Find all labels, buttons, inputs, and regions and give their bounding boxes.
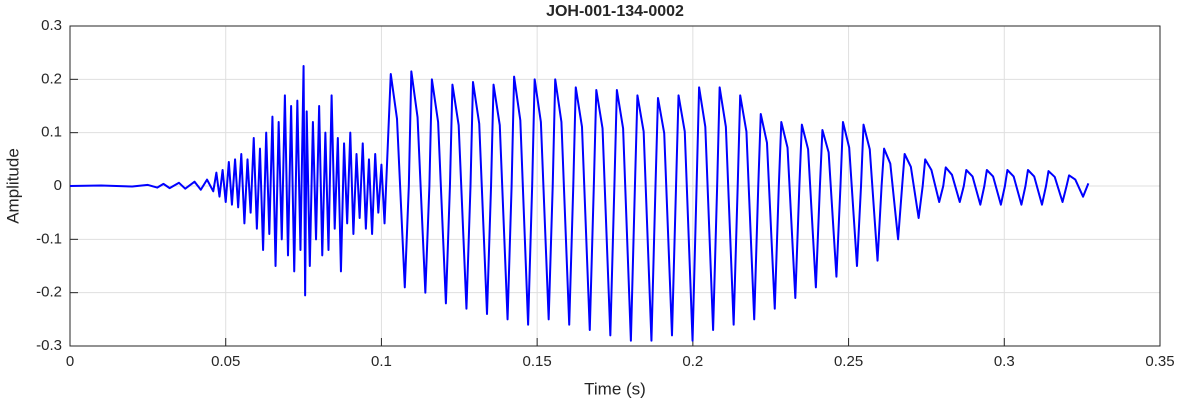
y-tick-label: 0 xyxy=(54,177,62,194)
x-tick-label: 0.1 xyxy=(371,353,392,370)
y-tick-label: -0.1 xyxy=(36,230,62,247)
y-tick-label: -0.2 xyxy=(36,284,62,301)
x-tick-label: 0 xyxy=(66,353,74,370)
y-axis-label: Amplitude xyxy=(3,148,22,224)
x-tick-label: 0.2 xyxy=(682,353,703,370)
waveform-line xyxy=(69,65,1090,342)
x-tick-label: 0.35 xyxy=(1145,353,1174,370)
y-tick-label: -0.3 xyxy=(36,337,62,354)
x-tick-label: 0.3 xyxy=(994,353,1015,370)
y-tick-label: 0.2 xyxy=(41,70,62,87)
x-tick-label: 0.15 xyxy=(523,353,552,370)
x-tick-label: 0.25 xyxy=(834,353,863,370)
x-tick-label: 0.05 xyxy=(211,353,240,370)
x-axis-label: Time (s) xyxy=(584,379,646,398)
y-tick-label: 0.1 xyxy=(41,124,62,141)
y-tick-label: 0.3 xyxy=(41,17,62,34)
chart-title: JOH-001-134-0002 xyxy=(546,3,684,20)
